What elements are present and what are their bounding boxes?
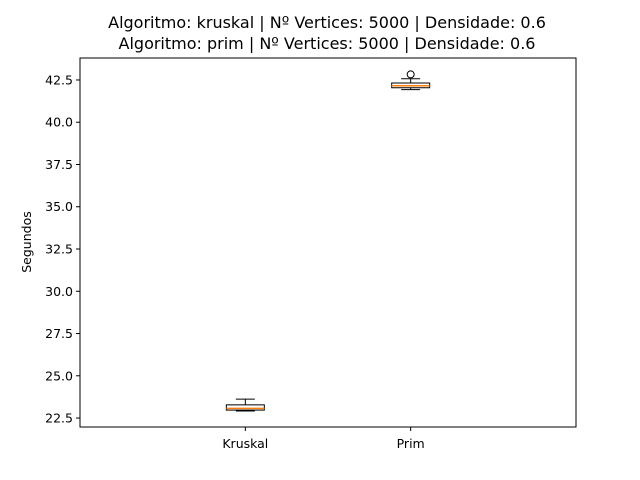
x-axis: Kruskal Prim [222, 427, 425, 451]
x-tick-label: Prim [397, 436, 425, 451]
box-body [225, 404, 265, 411]
box-series [225, 70, 431, 412]
y-tick-label: 30.0 [45, 284, 73, 299]
y-axis-label: Segundos [19, 211, 34, 273]
y-tick-label: 25.0 [45, 368, 73, 383]
chart-title-line-1: Algoritmo: kruskal | Nº Vertices: 5000 |… [108, 13, 546, 32]
y-tick-label: 40.0 [45, 115, 73, 130]
y-tick-label: 42.5 [45, 72, 73, 87]
chart-title-line-2: Algoritmo: prim | Nº Vertices: 5000 | De… [119, 34, 536, 53]
x-tick-label: Kruskal [222, 436, 268, 451]
y-axis: 22.5 25.0 27.5 30.0 32.5 35.0 37.5 40.0 42.5 [45, 72, 80, 426]
box-kruskal [225, 398, 265, 412]
outlier-point [406, 70, 415, 79]
y-tick-label: 37.5 [45, 157, 73, 172]
y-tick-label: 35.0 [45, 199, 73, 214]
box-prim [391, 70, 431, 91]
y-tick-label: 22.5 [45, 411, 73, 426]
y-tick-label: 32.5 [45, 242, 73, 257]
y-tick-label: 27.5 [45, 326, 73, 341]
plot-area [79, 57, 577, 428]
